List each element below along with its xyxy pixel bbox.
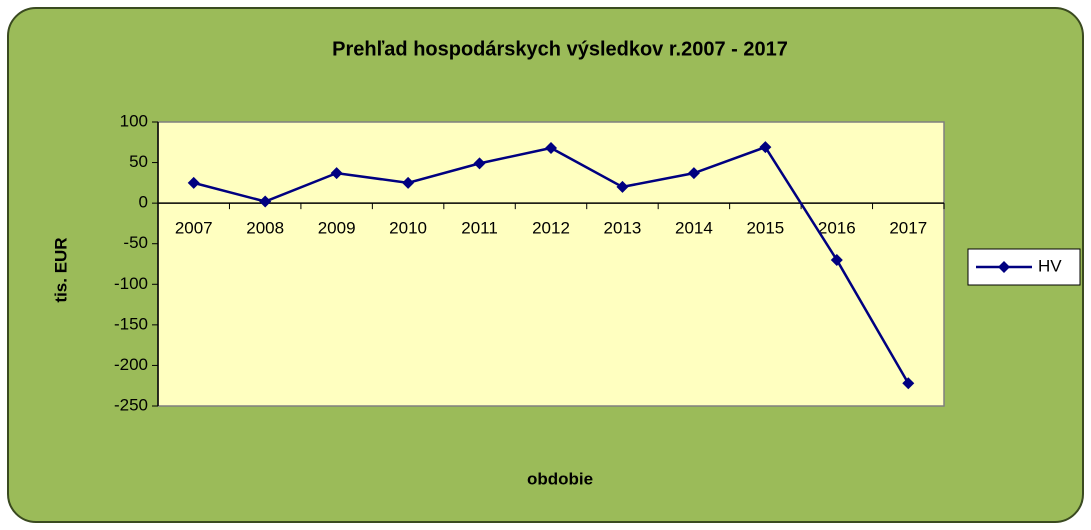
x-tick-label: 2017 — [889, 219, 927, 238]
y-tick-label: 100 — [120, 111, 148, 130]
x-tick-label: 2009 — [318, 219, 356, 238]
x-tick-label: 2012 — [532, 219, 570, 238]
data-point — [830, 253, 843, 266]
x-tick-label: 2010 — [389, 219, 427, 238]
data-point — [259, 195, 272, 208]
x-tick-label: 2008 — [246, 219, 284, 238]
y-axis-title: tis. EUR — [51, 237, 70, 302]
y-tick-label: 0 — [139, 193, 148, 212]
x-tick-label: 2011 — [461, 219, 498, 238]
x-tick-label: 2014 — [675, 219, 713, 238]
y-tick-label: -150 — [114, 314, 148, 333]
data-point — [545, 141, 557, 154]
y-tick-label: -50 — [123, 233, 148, 252]
x-tick-label: 2007 — [175, 219, 213, 238]
x-tick-label: 2016 — [818, 219, 856, 238]
chart-title: Prehľad hospodárskych výsledkov r.2007 -… — [332, 38, 788, 60]
x-tick-label: 2015 — [746, 219, 784, 238]
data-point — [902, 377, 915, 390]
data-point — [330, 167, 343, 180]
data-point — [687, 167, 700, 180]
y-tick-label: -100 — [114, 274, 148, 293]
y-tick-label: -200 — [114, 355, 148, 374]
y-tick-label: 50 — [129, 152, 148, 171]
legend-label: HV — [1038, 256, 1062, 275]
data-point — [473, 157, 486, 170]
x-tick-label: 2013 — [604, 219, 642, 238]
plot-area — [157, 121, 945, 407]
x-axis-title: obdobie — [527, 469, 593, 488]
data-point — [616, 180, 629, 193]
y-tick-label: -250 — [114, 395, 148, 414]
data-point — [759, 141, 772, 154]
data-point — [187, 176, 200, 189]
data-point — [402, 176, 415, 189]
legend-marker — [998, 261, 1010, 273]
